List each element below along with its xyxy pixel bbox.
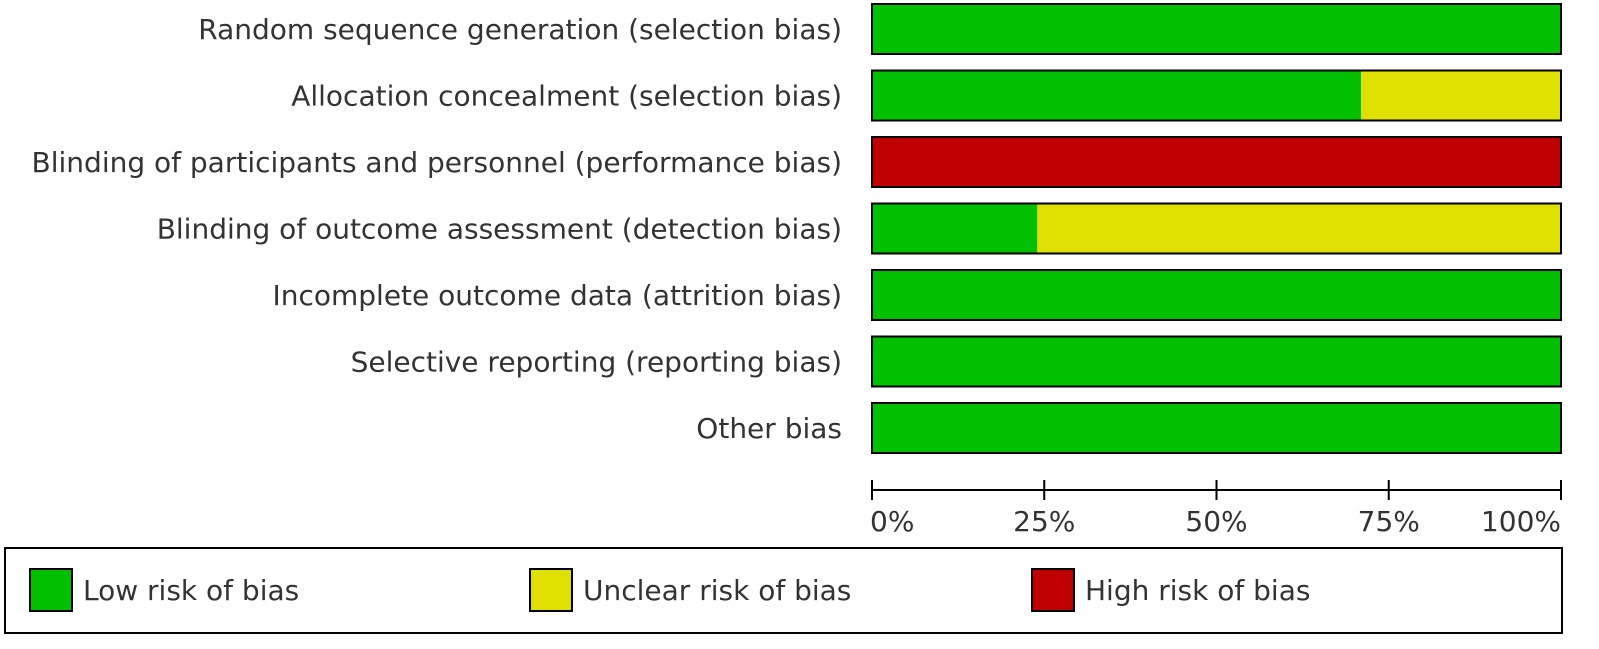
bar-segment (872, 336, 1561, 387)
y-tick-label: Incomplete outcome data (attrition bias) (272, 279, 842, 312)
bar-segment (872, 270, 1561, 320)
y-tick-label: Selective reporting (reporting bias) (351, 346, 842, 379)
y-tick-label: Random sequence generation (selection bi… (198, 13, 842, 46)
bar-outline (871, 69, 1562, 122)
bar-segment (1361, 70, 1561, 121)
legend-label: High risk of bias (1085, 574, 1310, 607)
bar-segment (872, 137, 1561, 187)
y-tick-label: Blinding of outcome assessment (detectio… (157, 213, 842, 246)
x-tick-label: 0% (870, 505, 914, 538)
bar-outline (871, 136, 1562, 188)
x-tick-label: 100% (1481, 505, 1561, 538)
bar-outline (871, 402, 1562, 454)
legend-swatch (29, 568, 73, 612)
legend-label: Low risk of bias (83, 574, 299, 607)
legend-swatch (1031, 568, 1075, 612)
legend-swatch (529, 568, 573, 612)
x-tick-label: 75% (1358, 505, 1420, 538)
x-tick-label: 25% (1013, 505, 1075, 538)
bar-outline (871, 335, 1562, 388)
legend-box (4, 547, 1563, 634)
bar-outline (871, 269, 1562, 321)
x-tick-label: 50% (1185, 505, 1247, 538)
bar-outline (871, 3, 1562, 55)
bar-segment (872, 203, 1038, 254)
y-tick-label: Other bias (696, 412, 842, 445)
bar-segment (872, 4, 1561, 54)
y-tick-label: Allocation concealment (selection bias) (291, 80, 842, 113)
bar-segment (1037, 203, 1561, 254)
y-tick-label: Blinding of participants and personnel (… (32, 146, 842, 179)
bar-segment (872, 403, 1561, 453)
legend-label: Unclear risk of bias (583, 574, 851, 607)
bar-segment (872, 70, 1362, 121)
bar-outline (871, 202, 1562, 255)
